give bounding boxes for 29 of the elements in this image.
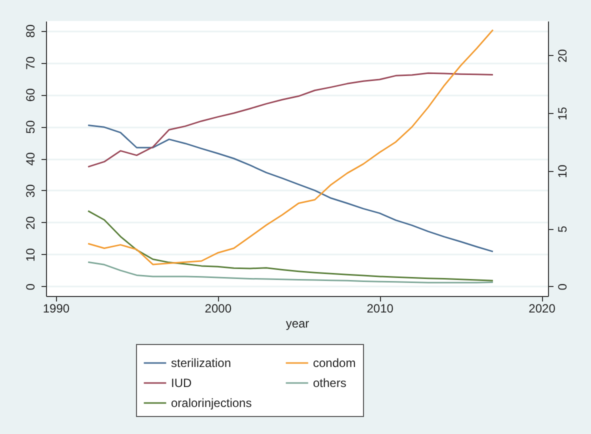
legend-label: condom [313, 356, 356, 370]
x-tick-label: 2000 [204, 302, 232, 316]
y-tick-label: 50 [24, 120, 38, 134]
x-tick-label: 1990 [42, 302, 70, 316]
y-tick-label: 30 [24, 184, 38, 198]
y-tick-label: 40 [24, 152, 38, 166]
y-tick-label: 80 [24, 24, 38, 38]
y-tick-label: 60 [24, 88, 38, 102]
y-tick-label: 0 [24, 283, 38, 290]
legend-label: sterilization [171, 356, 232, 370]
line-series [87, 72, 494, 168]
y-tick-label: 20 [24, 216, 38, 230]
legend-label: IUD [171, 376, 192, 390]
y-tick-label: 10 [24, 248, 38, 262]
y2-tick-label: 0 [556, 283, 570, 290]
y2-tick-label: 5 [556, 225, 570, 232]
legend-label: oralorinjections [171, 396, 252, 410]
x-tick-label: 2020 [528, 302, 556, 316]
y-tick-label: 70 [24, 56, 38, 70]
line-series [87, 124, 494, 252]
line-series [87, 29, 494, 266]
y2-tick-label: 10 [556, 164, 570, 178]
legend-label: others [313, 376, 346, 390]
line-series [87, 261, 494, 284]
y2-tick-label: 15 [556, 106, 570, 120]
y2-tick-label: 20 [556, 48, 570, 62]
x-axis-title: year [286, 316, 310, 330]
x-tick-label: 2010 [366, 302, 394, 316]
line-series [87, 210, 494, 282]
